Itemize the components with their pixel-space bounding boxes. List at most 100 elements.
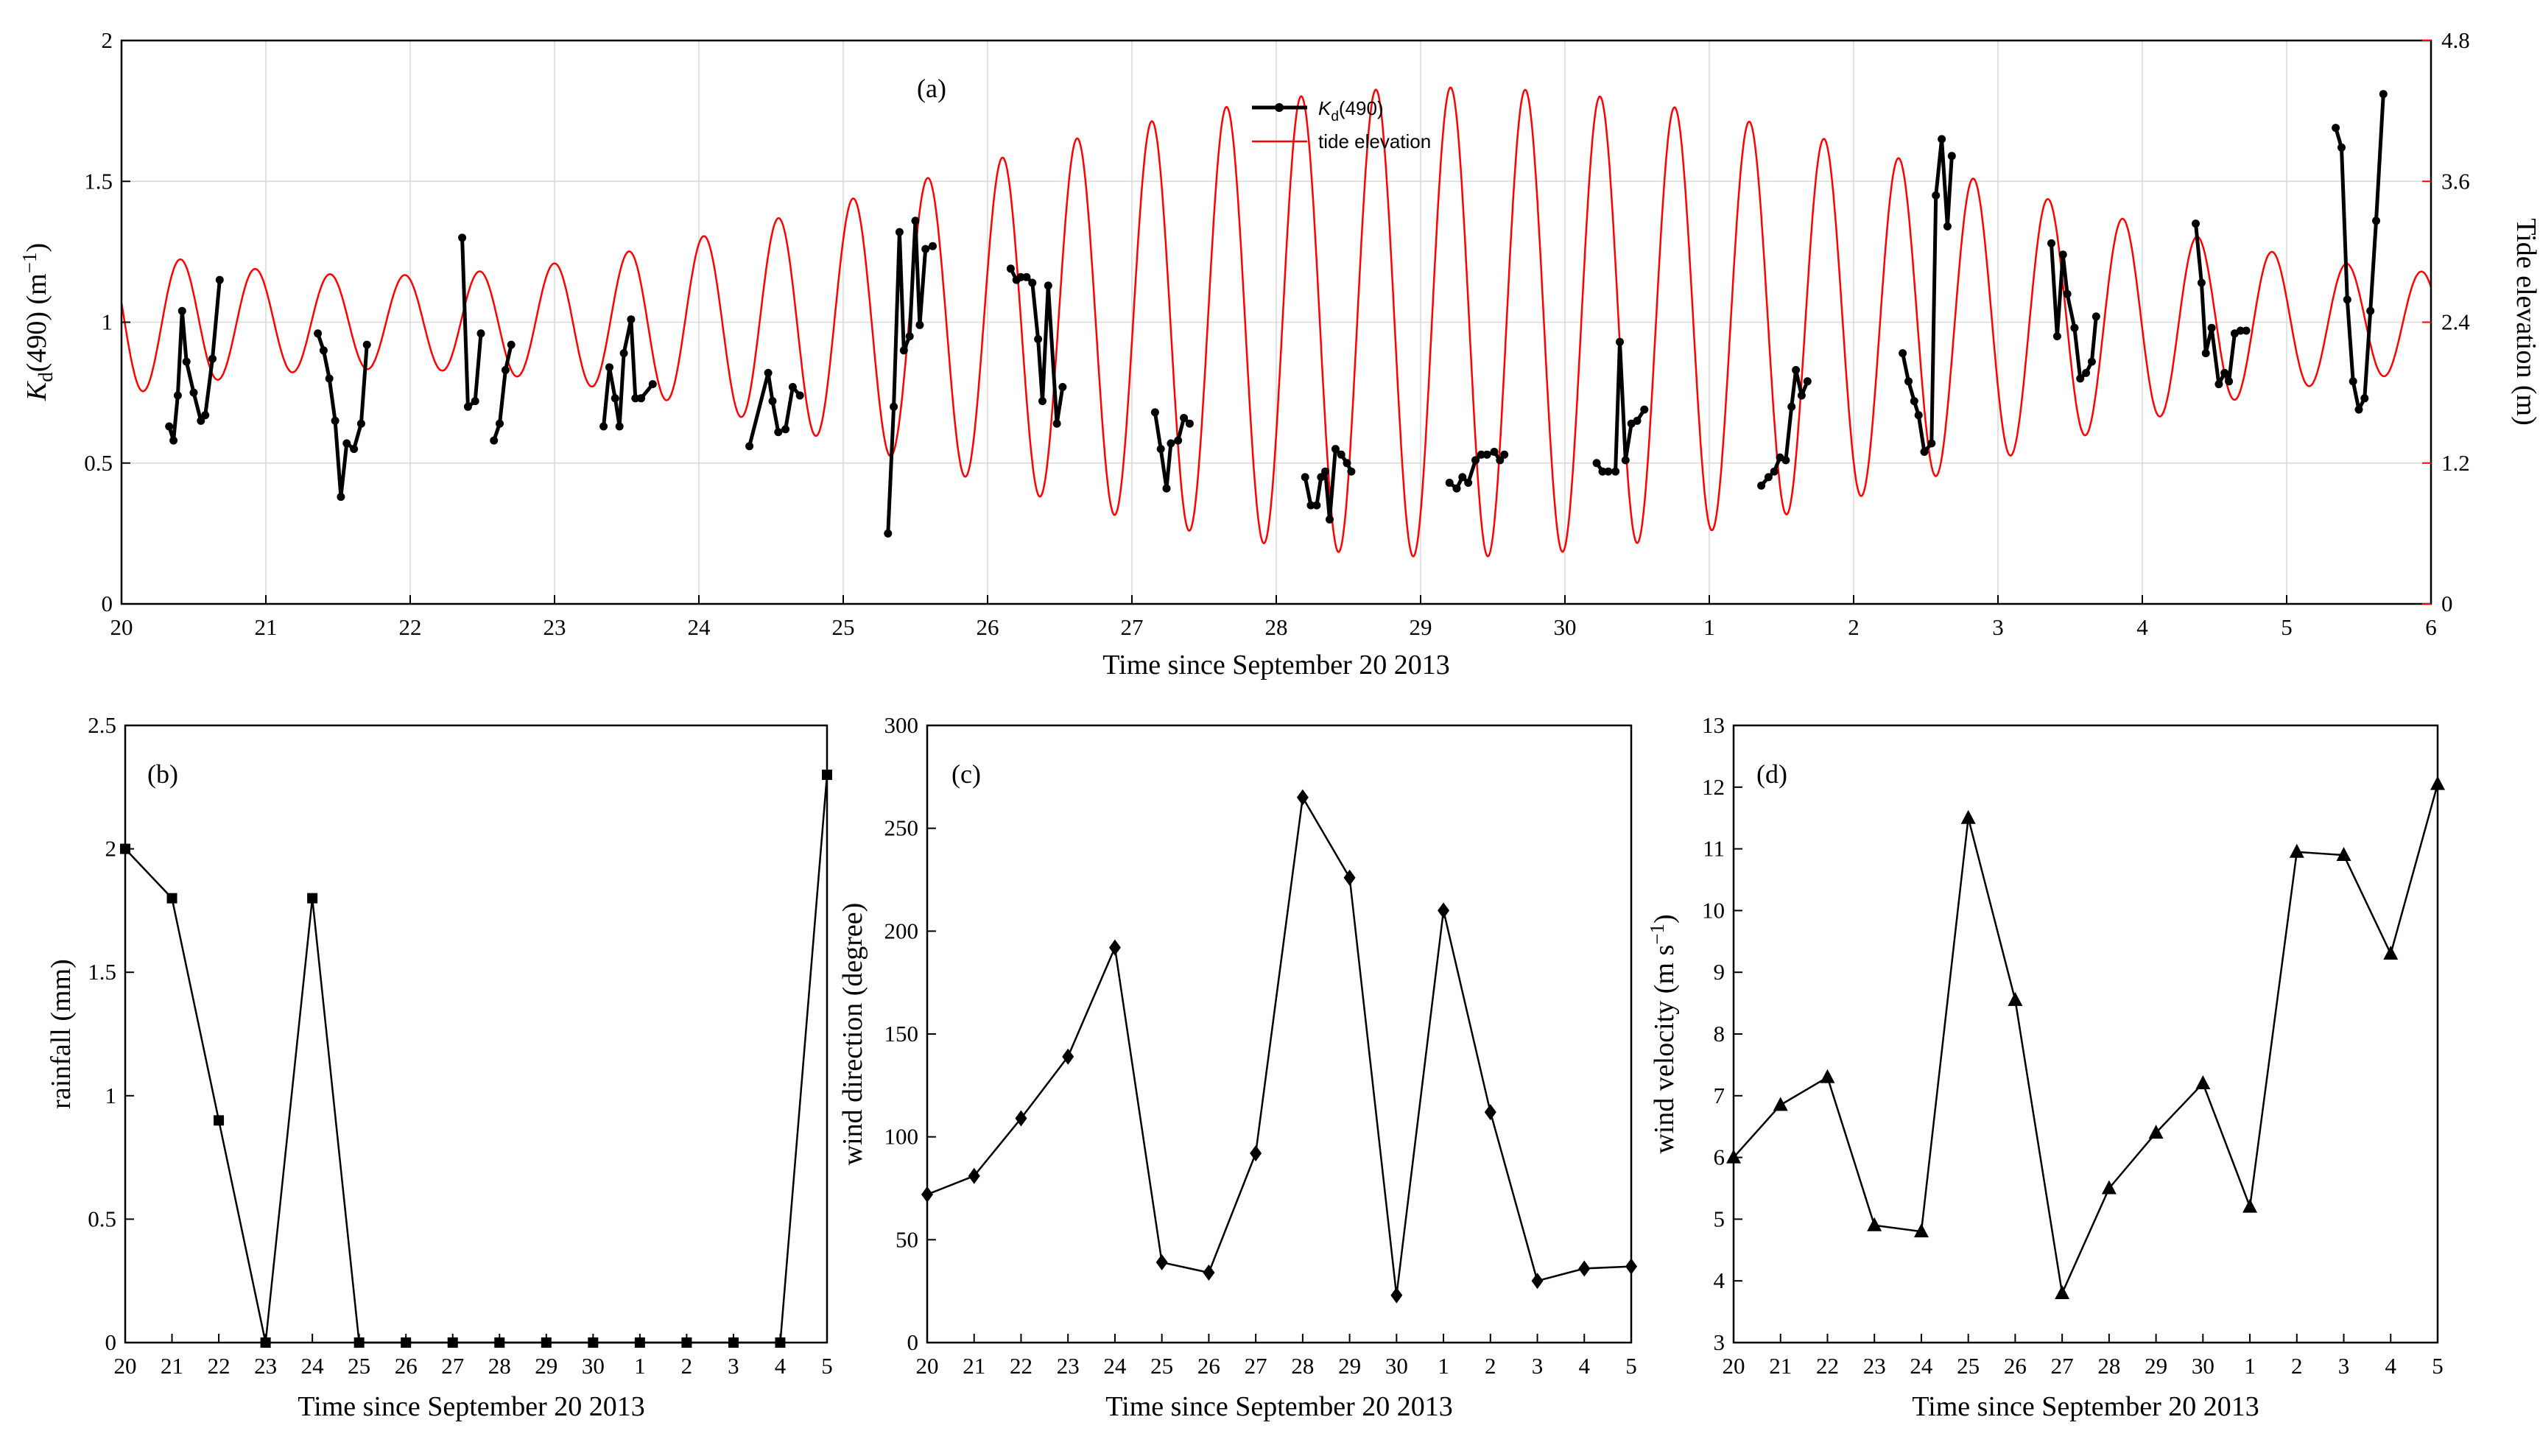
- kd490-point: [201, 411, 210, 420]
- kd490-point: [1028, 278, 1037, 287]
- kd490-point: [2192, 219, 2200, 228]
- kd490-point: [1326, 515, 1334, 524]
- x-tick-label: 25: [1957, 1353, 1980, 1379]
- panel-b: 20 21 22 23 24 25 26 27 28 29 30 1 2 3 4 500.511.522.5 …: [46, 712, 833, 1422]
- kd490-point: [476, 329, 485, 338]
- panel-b-ylabel: rainfall (mm): [46, 959, 77, 1109]
- kd490-point: [342, 439, 351, 448]
- kd490-point: [611, 394, 619, 403]
- kd490-segment: [1759, 368, 1809, 488]
- y-tick-label: 100: [884, 1124, 919, 1150]
- panel-d-ylabel: wind velocity (m s−1): [1646, 914, 1680, 1153]
- kd490-point: [1943, 222, 1952, 231]
- kd490-point: [1781, 456, 1790, 465]
- kd490-point: [1757, 481, 1766, 490]
- panel-a: 20 21 22 23 24 25 26 27 28 29 30 1 2 3 4 5 600.511.5201.…: [18, 27, 2540, 680]
- y-tick-label: 12: [1702, 774, 1725, 800]
- kd490-point: [1471, 456, 1480, 465]
- data-point: [1108, 939, 1121, 956]
- x-tick-label: 3: [728, 1353, 739, 1379]
- x-tick-label: 22: [399, 614, 422, 640]
- x-tick-label: 30: [582, 1353, 605, 1379]
- kd490-point: [1592, 459, 1601, 468]
- kd490-point: [1604, 467, 1613, 476]
- y-tick-label: 7: [1714, 1083, 1725, 1108]
- kd490-point: [1016, 272, 1025, 281]
- kd490-point: [1500, 450, 1509, 459]
- panel-d: 20 21 22 23 24 25 26 27 28 29 30 1 2 3 4 53456789101112…: [1646, 712, 2445, 1422]
- wind-direction-series: [921, 789, 1637, 1304]
- kd490-point: [637, 394, 646, 403]
- x-tick-label: 23: [1863, 1353, 1886, 1379]
- kd490-point: [1899, 349, 1907, 358]
- data-point: [2101, 1180, 2117, 1195]
- kd490-point: [319, 346, 328, 355]
- x-tick-label: 4: [2136, 614, 2148, 640]
- kd490-point: [325, 374, 334, 383]
- x-tick-label: 26: [2004, 1353, 2027, 1379]
- x-tick-label: 21: [1769, 1353, 1792, 1379]
- y-tick-label: 9: [1714, 959, 1725, 985]
- kd490-point: [1904, 377, 1913, 386]
- x-tick-label: 2: [2291, 1353, 2303, 1379]
- kd490-point: [1598, 467, 1607, 476]
- y-tick-label: 1.5: [88, 959, 116, 985]
- kd490-segment: [886, 219, 934, 534]
- kd490-point: [1947, 152, 1956, 161]
- kd490-point: [2082, 368, 2091, 377]
- y-tick-label: 3: [1714, 1329, 1725, 1355]
- x-tick-label: 29: [1410, 614, 1432, 640]
- kd490-point: [627, 315, 636, 324]
- x-tick-label: 24: [1910, 1353, 1933, 1379]
- kd490-point: [2197, 278, 2206, 287]
- kd490-point: [899, 346, 908, 355]
- kd490-point: [768, 397, 777, 406]
- kd490-point: [362, 340, 371, 349]
- x-tick-label: 23: [543, 614, 566, 640]
- kd490-point: [1180, 414, 1189, 422]
- kd490-point: [1496, 456, 1505, 465]
- panel-b-frame: [124, 724, 829, 1344]
- kd490-point: [215, 275, 224, 284]
- kd490-point: [915, 320, 924, 329]
- kd490-point: [884, 529, 893, 538]
- data-point: [1203, 1265, 1215, 1281]
- kd490-point: [2214, 380, 2223, 389]
- kd490-point: [2220, 368, 2229, 377]
- kd490-point: [1038, 397, 1046, 406]
- kd490-point: [781, 425, 790, 434]
- y-tick-label: 0.5: [88, 1206, 116, 1231]
- x-tick-label: 5: [1625, 1353, 1637, 1379]
- y-tick-label: 300: [884, 712, 919, 738]
- kd490-point: [458, 233, 467, 242]
- kd490-point: [648, 380, 657, 389]
- kd490-point: [895, 228, 904, 236]
- x-tick-label: 20: [110, 614, 133, 640]
- kd490-point: [1633, 416, 1642, 425]
- kd490-point: [745, 442, 754, 451]
- tide-elevation-line: [120, 86, 2432, 558]
- data-point: [2289, 843, 2304, 858]
- kd490-point: [2063, 289, 2072, 298]
- kd490-point: [2354, 405, 2363, 414]
- y-tick-label: 0: [105, 1329, 117, 1355]
- kd490-point: [496, 419, 504, 428]
- panel-c-ticks: 20 21 22 23 24 25 26 27 28 29 30 1 2 3 4 50501001502002…: [884, 712, 1637, 1379]
- kd490-point: [1482, 450, 1491, 459]
- kd490-point: [2349, 377, 2357, 386]
- kd490-point: [1185, 419, 1194, 428]
- kd490-segment: [167, 279, 222, 443]
- kd490-point: [1452, 484, 1461, 493]
- panel-a-ticks: 20 21 22 23 24 25 26 27 28 29 30 1 2 3 4 5 600.511.5201.…: [84, 27, 2470, 640]
- kd490-point: [1312, 501, 1321, 510]
- kd490-point: [337, 493, 345, 502]
- kd490-point: [2058, 250, 2067, 259]
- x-tick-label: 30: [1385, 1353, 1408, 1379]
- x-tick-label: 25: [832, 614, 855, 640]
- kd490-point: [2087, 357, 2096, 366]
- data-point: [1820, 1069, 1835, 1083]
- rainfall-series: [120, 770, 832, 1348]
- panel-a-label: (a): [917, 74, 946, 103]
- x-tick-label: 27: [441, 1353, 464, 1379]
- x-tick-label: 27: [1121, 614, 1144, 640]
